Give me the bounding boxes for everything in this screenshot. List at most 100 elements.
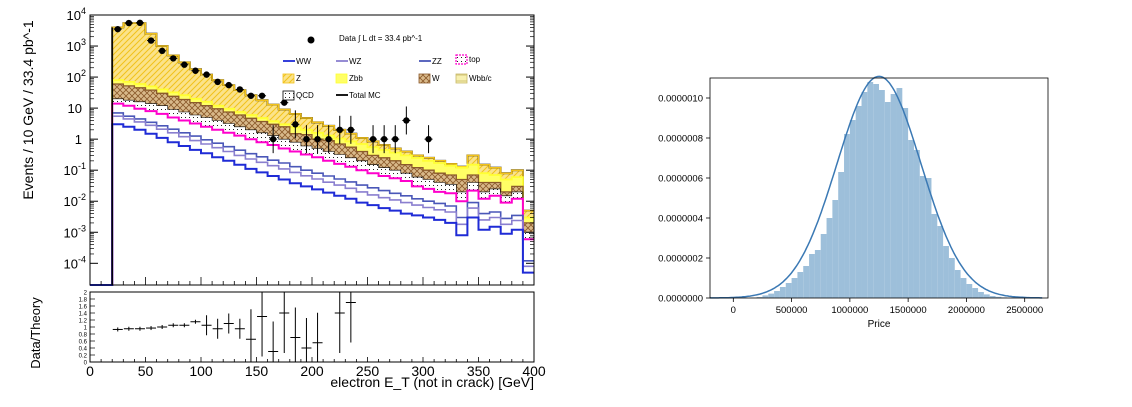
- price-x-tick-label: 1500000: [890, 305, 927, 316]
- price-bars-layer: [750, 82, 1008, 298]
- ratio-y-tick-label: 1: [84, 326, 88, 332]
- data-point: [247, 92, 255, 99]
- legend-label-zbb: Zbb: [349, 74, 363, 83]
- price-x-axis: 0 500000 1000000 1500000 2000000 2500000: [731, 298, 1043, 316]
- data-point: [269, 135, 277, 143]
- data-point: [403, 117, 410, 124]
- x-tick-label: 0: [86, 363, 94, 379]
- data-point: [369, 135, 377, 143]
- legend-swatch-qcd: [282, 90, 295, 101]
- price-bar: [873, 84, 879, 298]
- price-bar: [896, 88, 903, 298]
- price-bar: [879, 90, 885, 298]
- legend-swatch-wbb: [455, 73, 468, 84]
- price-bar: [779, 287, 786, 298]
- line-zbb: [90, 79, 534, 286]
- data-point: [325, 135, 332, 143]
- legend-label-qcd: QCD: [296, 91, 314, 100]
- ratio-y-tick-label: 1.4: [79, 312, 88, 318]
- price-bar: [931, 214, 938, 298]
- data-point: [292, 121, 299, 128]
- y-tick-label: 103: [67, 37, 86, 54]
- x-tick-label: 300: [411, 363, 435, 379]
- price-y-tick-label: 0.0000008: [658, 134, 703, 145]
- line-qcd: [90, 98, 534, 286]
- data-point: [380, 135, 388, 143]
- data-point: [170, 55, 177, 62]
- price-x-tick-label: 1000000: [831, 305, 868, 316]
- price-x-tick-label: 2000000: [948, 305, 985, 316]
- legend-swatch-z: [282, 73, 295, 84]
- legend-label-zz: ZZ: [432, 57, 442, 66]
- data-point: [347, 126, 355, 134]
- data-point: [125, 19, 133, 27]
- physics-legend: WW WZ ZZ top Z Zbb W Wbb/c QCD Total MC: [282, 54, 492, 101]
- ratio-y-tick-label: 1.8: [79, 298, 88, 304]
- price-y-tick-label: 0.0000010: [658, 94, 703, 105]
- line-w: [90, 83, 534, 286]
- price-bar: [791, 278, 798, 298]
- price-bar: [937, 226, 944, 298]
- price-y-tick-label: 0.0000002: [658, 254, 703, 265]
- price-bar: [762, 295, 769, 298]
- price-bar: [832, 200, 839, 298]
- data-point: [181, 61, 188, 68]
- price-bar: [995, 296, 1002, 298]
- line-z: [90, 22, 534, 286]
- y-tick-label: 10: [68, 101, 82, 116]
- price-bar: [774, 291, 780, 298]
- legend-label-top: top: [469, 55, 481, 64]
- ratio-plot-frame: [89, 291, 535, 363]
- price-bar: [960, 278, 967, 298]
- price-bar: [756, 297, 763, 298]
- main-x-axis-title: electron E_T (not in crack) [GeV]: [330, 374, 534, 390]
- price-y-axis: 0.0000000 0.0000002 0.0000004 0.0000006 0.00…: [658, 94, 710, 305]
- y-tick-label: 102: [67, 68, 86, 85]
- price-bar: [785, 283, 792, 298]
- lumi-label: Data ∫ L dt = 33.4 pb^-1: [339, 34, 423, 43]
- price-bar: [972, 288, 979, 298]
- price-bar: [861, 92, 868, 298]
- price-bar: [983, 294, 990, 298]
- y-tick-label: 10-3: [64, 223, 86, 240]
- main-x-ticks: [89, 277, 535, 285]
- y-tick-label: 104: [67, 6, 86, 23]
- data-point: [203, 71, 210, 78]
- price-bar: [838, 172, 845, 298]
- legend-label-wz: WZ: [349, 57, 362, 66]
- ratio-y-tick-label: 0.8: [79, 333, 88, 339]
- main-y-axis-title: Events / 10 GeV / 33.4 pb^-1: [20, 20, 36, 200]
- data-point: [314, 135, 321, 143]
- data-point: [392, 135, 399, 143]
- price-bar: [908, 140, 914, 298]
- price-bar: [797, 272, 804, 298]
- price-x-tick-label: 500000: [776, 305, 808, 316]
- legend-label-z: Z: [296, 74, 301, 83]
- line-top: [90, 102, 534, 286]
- price-kde-curve: [710, 75, 1043, 299]
- price-bar: [948, 258, 955, 298]
- data-point: [225, 81, 232, 89]
- x-tick-label: 100: [189, 363, 213, 379]
- x-tick-label: 400: [522, 363, 546, 379]
- price-bar: [890, 94, 897, 298]
- price-bar: [978, 292, 984, 298]
- price-bar: [925, 178, 932, 298]
- y-tick-label: 10-2: [64, 192, 86, 209]
- price-bar: [989, 296, 996, 298]
- ratio-y-tick-label: 0.2: [79, 354, 88, 360]
- data-point: [336, 126, 343, 134]
- ratio-y-tick-label: 1.6: [79, 305, 88, 311]
- x-tick-label: 50: [138, 363, 154, 379]
- ratio-y-axis-title: Data/Theory: [28, 297, 43, 369]
- ratio-y-axis: 00.20.40.60.811.21.41.61.82: [79, 291, 95, 367]
- x-tick-label: 200: [300, 363, 324, 379]
- legend-label-wbb: Wbb/c: [469, 74, 492, 83]
- data-point: [136, 19, 144, 27]
- price-bar: [943, 246, 949, 298]
- ratio-y-tick-label: 0.4: [79, 347, 88, 353]
- ratio-y-tick-label: 0: [84, 361, 88, 367]
- ratio-y-tick-label: 1.2: [79, 319, 88, 325]
- price-bar: [826, 218, 833, 298]
- price-bar: [884, 102, 891, 298]
